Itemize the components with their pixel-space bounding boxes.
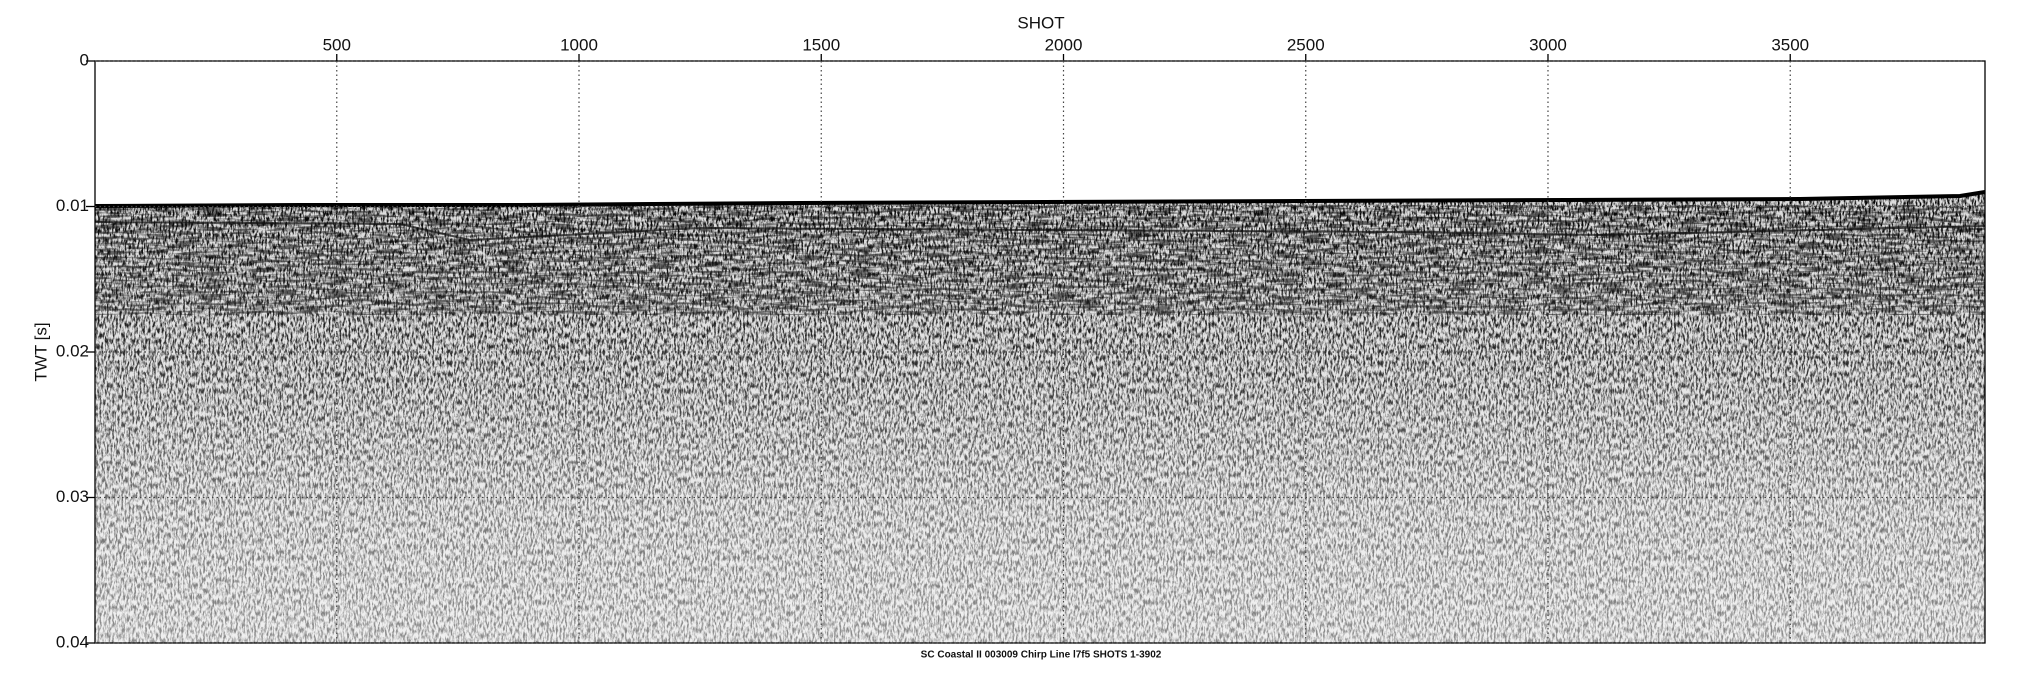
y-tick-label: 0.03 (56, 487, 89, 506)
y-axis-label: TWT [s] (31, 322, 50, 381)
x-tick-label: 2000 (1045, 35, 1083, 54)
x-tick-label: 3000 (1529, 35, 1567, 54)
caption: SC Coastal II 003009 Chirp Line l7f5 SHO… (921, 650, 1162, 661)
seismic-image (95, 192, 1985, 643)
y-tick-label: 0.02 (56, 341, 89, 360)
seafloor-reflector-2 (94, 221, 1986, 242)
seafloor-reflector (94, 190, 1986, 208)
y-tick-label: 0 (80, 50, 89, 69)
x-axis-label: SHOT (1017, 13, 1064, 32)
x-tick-label: 2500 (1287, 35, 1325, 54)
x-tick-label: 500 (323, 35, 351, 54)
y-tick-label: 0.01 (56, 196, 89, 215)
x-tick-label: 1500 (802, 35, 840, 54)
y-tick-label: 0.04 (56, 632, 89, 651)
x-tick-label: 1000 (560, 35, 598, 54)
x-tick-label: 3500 (1771, 35, 1809, 54)
